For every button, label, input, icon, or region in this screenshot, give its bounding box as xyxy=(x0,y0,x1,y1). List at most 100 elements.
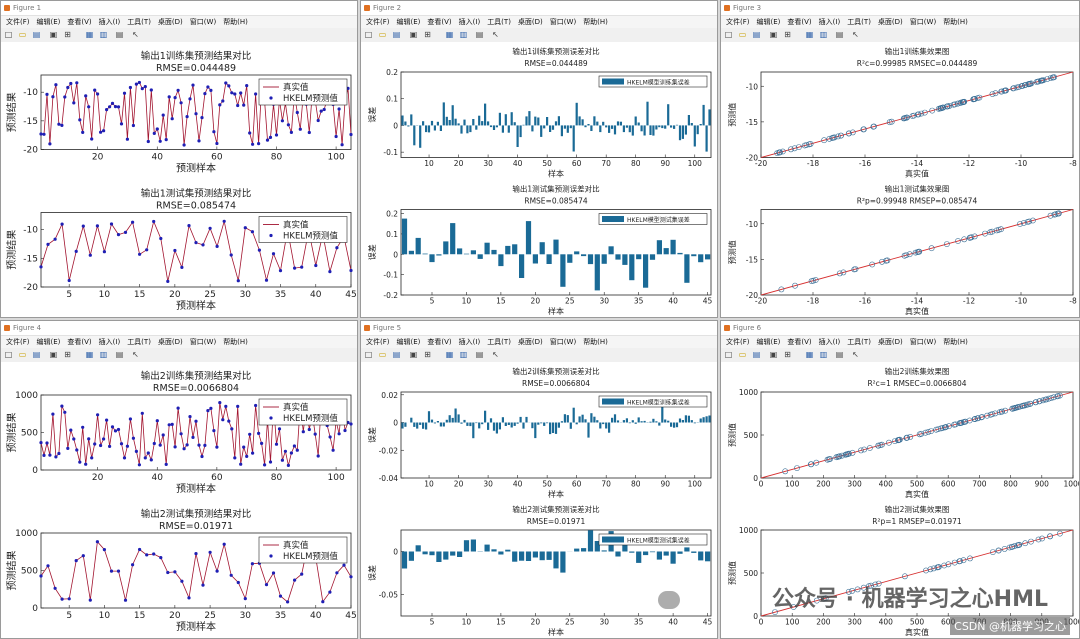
save-icon[interactable]: ▤ xyxy=(392,30,401,39)
link-plot-icon[interactable]: ⊞ xyxy=(424,30,431,39)
menu-item-4[interactable]: 工具(T) xyxy=(847,338,871,346)
menu-item-4[interactable]: 工具(T) xyxy=(847,18,871,26)
menu-item-2[interactable]: 查看(V) xyxy=(427,18,452,26)
menu-item-4[interactable]: 工具(T) xyxy=(487,18,511,26)
menu-item-7[interactable]: 帮助(H) xyxy=(583,338,608,346)
insert-colorbar-icon[interactable]: ▦ xyxy=(805,30,814,39)
menu-item-7[interactable]: 帮助(H) xyxy=(943,18,968,26)
data-tips-icon[interactable]: ▤ xyxy=(115,350,124,359)
title-bar[interactable]: Figure 3 xyxy=(721,1,1079,16)
menu-item-0[interactable]: 文件(F) xyxy=(6,18,30,26)
title-bar[interactable]: Figure 1 xyxy=(1,1,357,16)
print-icon[interactable]: ▣ xyxy=(409,30,418,39)
insert-legend-icon[interactable]: ▥ xyxy=(819,350,828,359)
menu-item-4[interactable]: 工具(T) xyxy=(127,338,151,346)
pointer-icon[interactable]: ↖ xyxy=(492,30,499,39)
menu-item-1[interactable]: 编辑(E) xyxy=(756,338,781,346)
menu-item-7[interactable]: 帮助(H) xyxy=(583,18,608,26)
pointer-icon[interactable]: ↖ xyxy=(852,30,859,39)
menu-item-5[interactable]: 桌面(D) xyxy=(877,18,903,26)
insert-colorbar-icon[interactable]: ▦ xyxy=(805,350,814,359)
menu-item-3[interactable]: 插入(I) xyxy=(98,338,121,346)
new-figure-icon[interactable]: □ xyxy=(724,350,733,359)
menu-item-2[interactable]: 查看(V) xyxy=(427,338,452,346)
menu-item-1[interactable]: 编辑(E) xyxy=(756,18,781,26)
open-file-icon[interactable]: ▭ xyxy=(738,350,747,359)
menu-item-3[interactable]: 插入(I) xyxy=(98,18,121,26)
menu-item-7[interactable]: 帮助(H) xyxy=(223,338,248,346)
data-tips-icon[interactable]: ▤ xyxy=(115,30,124,39)
title-bar[interactable]: Figure 6 xyxy=(721,321,1079,336)
menu-item-1[interactable]: 编辑(E) xyxy=(396,18,421,26)
link-plot-icon[interactable]: ⊞ xyxy=(64,30,71,39)
save-icon[interactable]: ▤ xyxy=(752,30,761,39)
menu-item-6[interactable]: 窗口(W) xyxy=(549,18,577,26)
menu-item-0[interactable]: 文件(F) xyxy=(726,18,750,26)
menu-item-4[interactable]: 工具(T) xyxy=(487,338,511,346)
menu-item-7[interactable]: 帮助(H) xyxy=(223,18,248,26)
open-file-icon[interactable]: ▭ xyxy=(738,30,747,39)
insert-colorbar-icon[interactable]: ▦ xyxy=(445,30,454,39)
menu-item-5[interactable]: 桌面(D) xyxy=(157,338,183,346)
title-bar[interactable]: Figure 5 xyxy=(361,321,717,336)
link-plot-icon[interactable]: ⊞ xyxy=(424,350,431,359)
menu-item-6[interactable]: 窗口(W) xyxy=(189,18,217,26)
save-icon[interactable]: ▤ xyxy=(392,350,401,359)
menu-item-2[interactable]: 查看(V) xyxy=(787,18,812,26)
menu-item-3[interactable]: 插入(I) xyxy=(818,18,841,26)
pointer-icon[interactable]: ↖ xyxy=(132,350,139,359)
menu-item-2[interactable]: 查看(V) xyxy=(787,338,812,346)
menu-item-3[interactable]: 插入(I) xyxy=(458,18,481,26)
open-file-icon[interactable]: ▭ xyxy=(18,350,27,359)
print-icon[interactable]: ▣ xyxy=(49,30,58,39)
print-icon[interactable]: ▣ xyxy=(409,350,418,359)
data-tips-icon[interactable]: ▤ xyxy=(835,350,844,359)
save-icon[interactable]: ▤ xyxy=(32,350,41,359)
new-figure-icon[interactable]: □ xyxy=(364,350,373,359)
insert-legend-icon[interactable]: ▥ xyxy=(459,350,468,359)
pointer-icon[interactable]: ↖ xyxy=(132,30,139,39)
menu-item-6[interactable]: 窗口(W) xyxy=(549,338,577,346)
new-figure-icon[interactable]: □ xyxy=(4,30,13,39)
menu-item-0[interactable]: 文件(F) xyxy=(366,18,390,26)
menu-item-5[interactable]: 桌面(D) xyxy=(517,338,543,346)
pointer-icon[interactable]: ↖ xyxy=(852,350,859,359)
menu-item-0[interactable]: 文件(F) xyxy=(6,338,30,346)
save-icon[interactable]: ▤ xyxy=(32,30,41,39)
insert-legend-icon[interactable]: ▥ xyxy=(819,30,828,39)
data-tips-icon[interactable]: ▤ xyxy=(475,30,484,39)
open-file-icon[interactable]: ▭ xyxy=(378,350,387,359)
menu-item-6[interactable]: 窗口(W) xyxy=(909,18,937,26)
data-tips-icon[interactable]: ▤ xyxy=(835,30,844,39)
link-plot-icon[interactable]: ⊞ xyxy=(784,350,791,359)
insert-legend-icon[interactable]: ▥ xyxy=(99,350,108,359)
pointer-icon[interactable]: ↖ xyxy=(492,350,499,359)
print-icon[interactable]: ▣ xyxy=(769,30,778,39)
insert-colorbar-icon[interactable]: ▦ xyxy=(85,350,94,359)
menu-item-5[interactable]: 桌面(D) xyxy=(517,18,543,26)
menu-item-1[interactable]: 编辑(E) xyxy=(36,338,61,346)
menu-item-4[interactable]: 工具(T) xyxy=(127,18,151,26)
menu-item-5[interactable]: 桌面(D) xyxy=(157,18,183,26)
save-icon[interactable]: ▤ xyxy=(752,350,761,359)
menu-item-7[interactable]: 帮助(H) xyxy=(943,338,968,346)
insert-legend-icon[interactable]: ▥ xyxy=(99,30,108,39)
insert-legend-icon[interactable]: ▥ xyxy=(459,30,468,39)
title-bar[interactable]: Figure 2 xyxy=(361,1,717,16)
open-file-icon[interactable]: ▭ xyxy=(18,30,27,39)
print-icon[interactable]: ▣ xyxy=(49,350,58,359)
title-bar[interactable]: Figure 4 xyxy=(1,321,357,336)
menu-item-6[interactable]: 窗口(W) xyxy=(909,338,937,346)
menu-item-2[interactable]: 查看(V) xyxy=(67,338,92,346)
insert-colorbar-icon[interactable]: ▦ xyxy=(85,30,94,39)
link-plot-icon[interactable]: ⊞ xyxy=(64,350,71,359)
new-figure-icon[interactable]: □ xyxy=(724,30,733,39)
menu-item-1[interactable]: 编辑(E) xyxy=(36,18,61,26)
menu-item-6[interactable]: 窗口(W) xyxy=(189,338,217,346)
menu-item-0[interactable]: 文件(F) xyxy=(726,338,750,346)
data-tips-icon[interactable]: ▤ xyxy=(475,350,484,359)
menu-item-3[interactable]: 插入(I) xyxy=(818,338,841,346)
menu-item-3[interactable]: 插入(I) xyxy=(458,338,481,346)
new-figure-icon[interactable]: □ xyxy=(364,30,373,39)
open-file-icon[interactable]: ▭ xyxy=(378,30,387,39)
